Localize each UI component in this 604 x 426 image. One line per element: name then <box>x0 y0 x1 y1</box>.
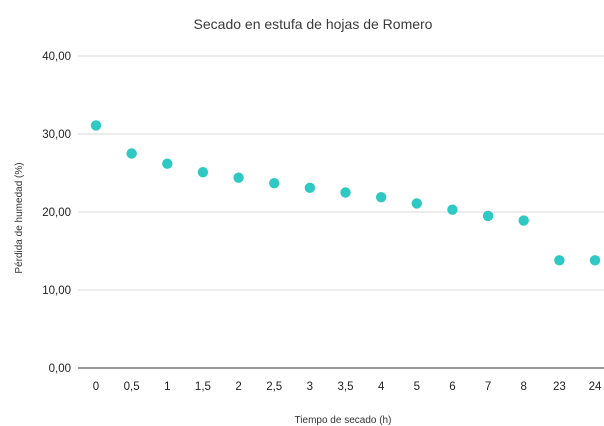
x-tick-label-10: 6 <box>449 381 455 393</box>
y-axis-title: Pérdida de humedad (%) <box>14 162 25 273</box>
x-tick-label-8: 4 <box>378 381 385 393</box>
x-tick-label-4: 2 <box>235 381 241 393</box>
data-point-11 <box>482 210 494 222</box>
x-axis-ticks: 0 0,5 1 1,5 2 2,5 3 3,5 4 5 6 7 8 23 24 <box>93 381 602 393</box>
data-point-6 <box>304 182 316 194</box>
x-tick-label-3: 1,5 <box>195 381 211 393</box>
data-point-14 <box>589 255 601 266</box>
x-tick-label-1: 0,5 <box>124 381 140 393</box>
grid-lines <box>78 55 604 369</box>
data-point-9 <box>411 198 422 209</box>
y-tick-label-2: 20,00 <box>42 207 71 219</box>
data-point-5 <box>269 177 280 189</box>
x-tick-label-9: 5 <box>414 381 420 393</box>
y-axis-ticks: 0,00 10,00 20,00 30,00 40,00 <box>42 51 71 375</box>
data-point-0 <box>90 120 102 131</box>
data-point-8 <box>375 191 387 203</box>
y-tick-label-1: 10,00 <box>42 285 71 297</box>
data-point-4 <box>233 172 244 183</box>
data-point-13 <box>554 255 565 266</box>
data-point-2 <box>162 158 173 169</box>
x-tick-label-6: 3 <box>307 381 313 393</box>
data-point-7 <box>340 187 351 198</box>
data-points <box>90 120 601 266</box>
data-point-1 <box>126 148 137 159</box>
x-tick-label-5: 2,5 <box>266 381 282 393</box>
x-tick-label-11: 7 <box>485 381 491 393</box>
y-tick-label-3: 30,00 <box>42 129 71 141</box>
x-tick-label-7: 3,5 <box>338 381 354 393</box>
x-tick-label-12: 8 <box>521 381 527 393</box>
y-tick-label-4: 40,00 <box>42 51 71 63</box>
data-point-3 <box>197 167 209 178</box>
x-axis-title: Tiempo de secado (h) <box>295 415 392 426</box>
data-point-12 <box>518 215 529 226</box>
y-tick-label-0: 0,00 <box>49 363 71 375</box>
chart-title: Secado en estufa de hojas de Romero <box>194 16 433 32</box>
data-point-10 <box>447 204 458 215</box>
x-tick-label-14: 24 <box>589 381 602 393</box>
x-tick-label-0: 0 <box>93 381 99 393</box>
x-tick-label-2: 1 <box>164 381 170 393</box>
x-tick-label-13: 23 <box>553 381 566 393</box>
